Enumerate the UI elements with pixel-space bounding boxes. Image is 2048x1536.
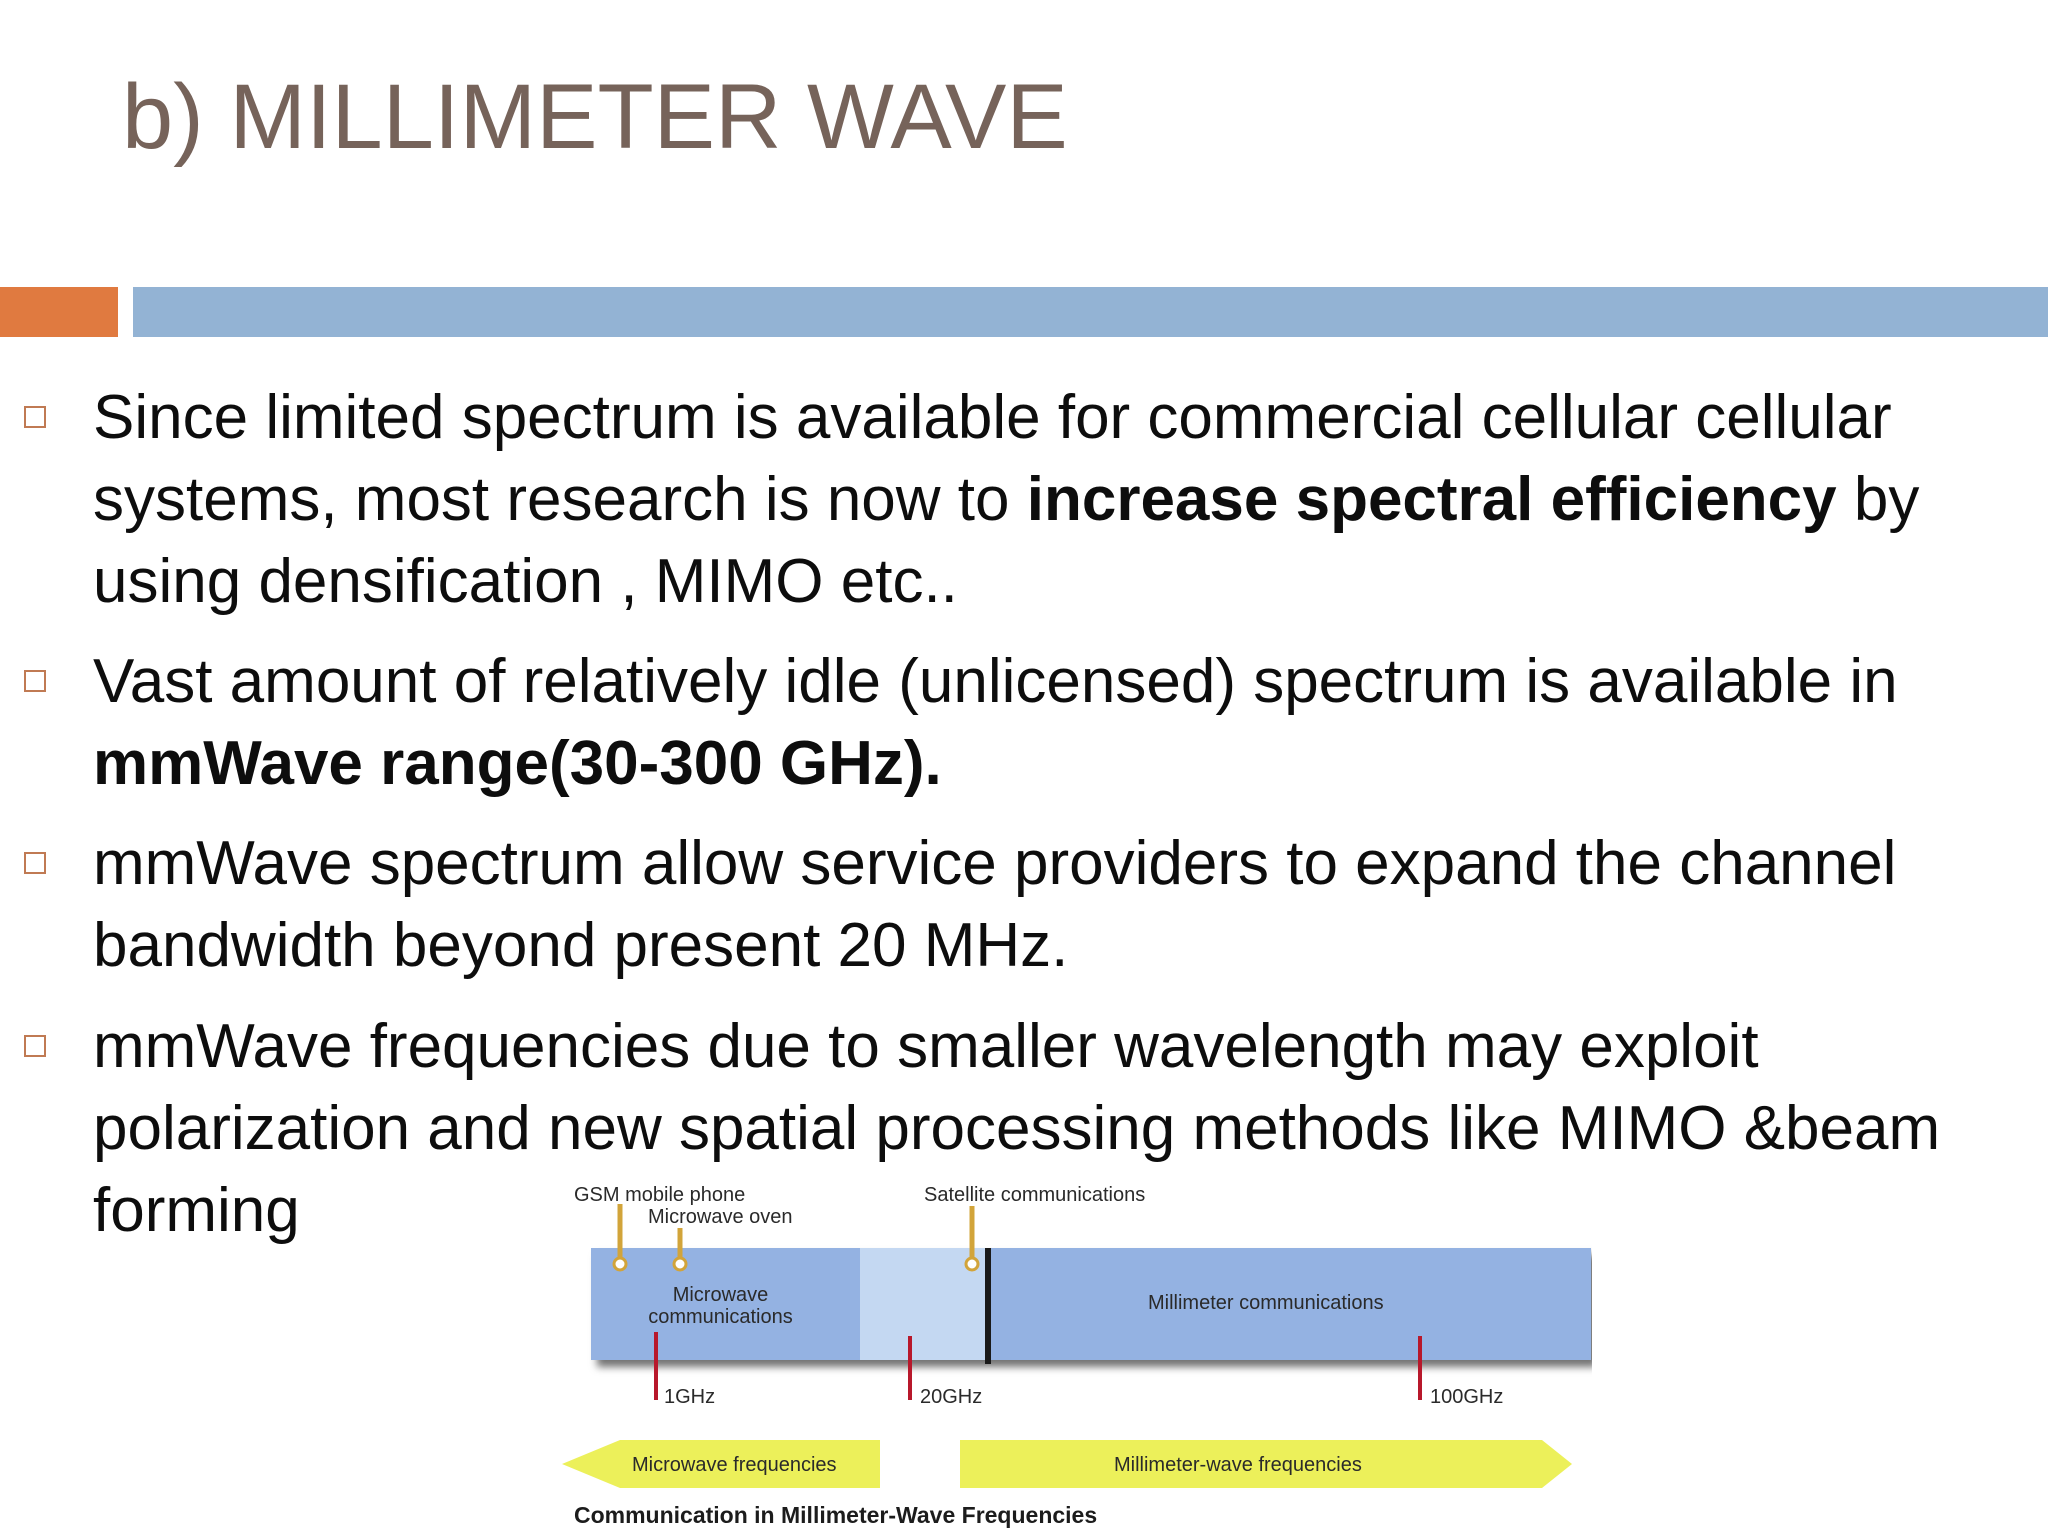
microwave-frequencies-label: Microwave frequencies (632, 1454, 837, 1476)
bullet-segment: mmWave frequencies due to smaller wavele… (93, 1012, 1941, 1245)
mmwave-frequencies-arrow (960, 1440, 1572, 1488)
freq-100ghz-label: 100GHz (1430, 1386, 1504, 1408)
freq-20ghz-label: 20GHz (920, 1386, 983, 1408)
bullet-text: Vast amount of relatively idle (unlicens… (93, 641, 2033, 805)
bullet-segment-bold: mmWave range(30-300 GHz). (93, 729, 942, 798)
bullet-text: mmWave spectrum allow service providers … (93, 823, 1913, 987)
satellite-pin-icon (964, 1256, 980, 1272)
bullet-text: mmWave frequencies due to smaller wavele… (93, 1006, 1993, 1252)
accent-band (0, 287, 118, 337)
figure-caption: Communication in Millimeter-Wave Frequen… (574, 1502, 1098, 1528)
spectrum-figure: GSM mobile phone Microwave oven Satellit… (562, 1172, 1592, 1536)
microwave-frequencies-arrow (562, 1440, 880, 1488)
title-divider-band (133, 287, 2048, 337)
square-bullet-icon (24, 1035, 46, 1057)
bullet-segment: mmWave spectrum allow service providers … (93, 829, 1897, 980)
millimeter-communications-label: Millimeter communications (1148, 1292, 1384, 1314)
freq-1ghz-label: 1GHz (664, 1386, 716, 1408)
gsm-label: GSM mobile phone (574, 1184, 746, 1206)
bullet-segment: by using densification , MIMO etc.. (93, 465, 1920, 616)
bullet-segment: Since limited spectrum is available for … (93, 383, 1892, 534)
gsm-pin-icon (612, 1256, 628, 1272)
spectrum-band (591, 1248, 1591, 1360)
square-bullet-icon (24, 852, 46, 874)
spectrum-diagram (562, 1204, 1591, 1488)
microwave-oven-label: Microwave oven (648, 1206, 793, 1228)
satellite-label: Satellite communications (924, 1184, 1146, 1206)
slide-title: b) MILLIMETER WAVE (122, 66, 1068, 168)
square-bullet-icon (24, 406, 46, 428)
mmwave-frequencies-label: Millimeter-wave frequencies (1114, 1454, 1362, 1476)
microwave-communications-label: Microwave communications (648, 1284, 793, 1328)
oven-pin-icon (672, 1256, 688, 1272)
bullet-segment: Vast amount of relatively idle (unlicens… (93, 647, 1898, 716)
square-bullet-icon (24, 670, 46, 692)
bullet-text: Since limited spectrum is available for … (93, 377, 2033, 623)
bullet-segment-bold: increase spectral efficiency (1026, 465, 1837, 534)
